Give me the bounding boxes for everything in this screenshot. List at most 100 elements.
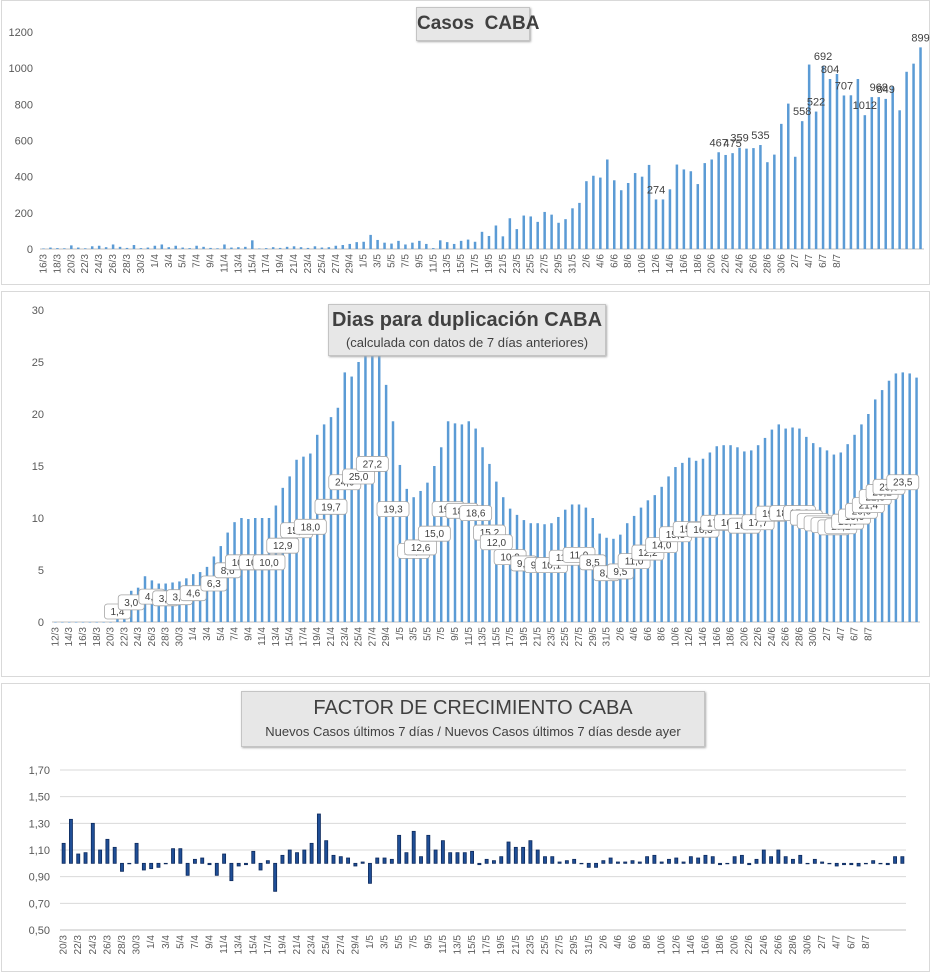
casos-x-tick-label: 28/3	[122, 254, 133, 274]
duplicacion-x-tick-label: 26/3	[147, 627, 158, 647]
duplicacion-data-label-box	[376, 501, 410, 518]
casos-x-tick-label: 14/6	[665, 254, 676, 274]
casos-x-tick-label: 20/3	[66, 254, 77, 274]
duplicacion-bar	[343, 372, 347, 622]
factor-bar	[462, 852, 467, 864]
casos-bar	[223, 244, 226, 249]
factor-x-tick-label: 16/6	[700, 935, 711, 955]
factor-x-tick-label: 20/3	[59, 935, 70, 955]
factor-bar	[455, 852, 460, 864]
casos-x-tick-label: 20/6	[707, 254, 718, 274]
factor-y-tick-label: 1,10	[29, 845, 50, 857]
factor-bar	[404, 852, 409, 864]
duplicacion-data-label: 23,5	[893, 478, 913, 489]
casos-x-tick-label: 21/5	[498, 254, 509, 274]
duplicacion-data-label: 8,5	[586, 558, 600, 569]
duplicacion-chart-title: Dias para duplicación CABA (calculada co…	[328, 304, 606, 356]
duplicacion-bar	[336, 407, 340, 622]
factor-x-tick-label: 23/4	[307, 935, 318, 955]
factor-bar	[681, 861, 686, 864]
factor-x-tick-label: 21/4	[292, 935, 303, 955]
factor-y-tick-label: 1,30	[29, 818, 50, 830]
duplicacion-data-label-box	[179, 585, 207, 602]
duplicacion-bar	[832, 454, 836, 622]
factor-bar	[812, 858, 817, 864]
duplicacion-bar	[350, 376, 353, 622]
casos-bar	[404, 244, 407, 249]
casos-x-tick-label: 15/4	[247, 254, 258, 274]
casos-data-label: 359	[730, 133, 748, 145]
factor-bar	[521, 846, 526, 864]
factor-bar	[324, 840, 329, 864]
factor-bar	[732, 856, 737, 864]
casos-x-tick-label: 18/3	[52, 254, 63, 274]
duplicacion-data-label: 14,0	[652, 541, 672, 552]
factor-x-tick-label: 27/4	[336, 935, 347, 955]
casos-bar	[619, 190, 623, 249]
factor-chart-title: FACTOR DE CRECIMIENTO CABA Nuevos Casos …	[241, 691, 705, 747]
casos-bar	[362, 241, 365, 249]
casos-x-tick-label: 23/5	[512, 254, 523, 274]
duplicacion-data-label: 25,0	[349, 472, 369, 483]
factor-bar	[200, 857, 205, 864]
casos-bar	[780, 123, 783, 249]
factor-bar	[171, 848, 175, 864]
factor-x-tick-label: 8/7	[861, 935, 872, 949]
duplicacion-data-label: 12,6	[411, 543, 431, 554]
duplicacion-x-tick-label: 6/7	[850, 627, 861, 641]
duplicacion-x-tick-label: 21/5	[533, 627, 544, 647]
casos-bar	[787, 103, 790, 249]
factor-x-tick-label: 2/6	[598, 935, 609, 949]
casos-x-tick-label: 4/7	[804, 254, 815, 268]
casos-x-tick-label: 7/4	[192, 254, 203, 268]
casos-bar	[821, 65, 825, 249]
duplicacion-x-tick-label: 24/3	[133, 627, 144, 647]
factor-bar	[710, 856, 715, 864]
factor-bar	[127, 862, 132, 865]
duplicacion-data-label: 21,4	[859, 501, 879, 512]
casos-x-tick-label: 13/5	[442, 254, 453, 274]
casos-bar	[710, 159, 713, 249]
duplicacion-x-tick-label: 20/6	[739, 627, 750, 647]
factor-x-tick-label: 4/6	[613, 935, 624, 949]
casos-x-tick-label: 6/7	[818, 254, 829, 268]
casos-bar	[773, 154, 776, 249]
duplicacion-x-tick-label: 14/6	[698, 627, 709, 647]
factor-bar	[564, 860, 569, 864]
duplicacion-x-tick-label: 24/6	[767, 627, 778, 647]
factor-x-tick-label: 25/5	[540, 935, 551, 955]
duplicacion-data-label: 19,3	[383, 505, 403, 516]
duplicacion-x-tick-label: 28/3	[161, 627, 172, 647]
duplicacion-data-label: 12,2	[638, 548, 658, 559]
casos-x-tick-label: 22/3	[80, 254, 91, 274]
factor-bar	[346, 857, 351, 864]
duplicacion-x-tick-label: 6/6	[643, 627, 654, 641]
factor-bar	[615, 861, 620, 864]
casos-bar	[452, 243, 456, 249]
factor-bar	[83, 852, 88, 864]
factor-bar	[192, 858, 197, 864]
casos-bar	[306, 247, 310, 249]
casos-bar	[480, 231, 484, 249]
factor-bar	[849, 862, 854, 866]
duplicacion-x-tick-label: 12/6	[684, 627, 695, 647]
duplicacion-data-label: 17,7	[748, 518, 768, 529]
casos-x-tick-label: 18/6	[693, 254, 704, 274]
casos-bar	[181, 247, 184, 249]
casos-bar	[731, 153, 734, 249]
casos-bar	[647, 164, 651, 249]
casos-bar	[63, 248, 66, 249]
factor-x-tick-label: 20/6	[730, 935, 741, 955]
casos-bar	[473, 241, 477, 249]
casos-bar	[717, 152, 720, 249]
factor-y-tick-label: 0,50	[29, 925, 50, 937]
factor-x-tick-label: 29/5	[569, 935, 580, 955]
casos-x-tick-label: 21/4	[289, 254, 300, 274]
casos-x-tick-label: 13/4	[233, 254, 244, 274]
factor-bar	[623, 861, 628, 864]
factor-bar	[69, 818, 73, 864]
casos-x-tick-label: 26/3	[108, 254, 119, 274]
casos-x-tick-label: 26/6	[748, 254, 759, 274]
casos-data-label: 767	[918, 1, 931, 4]
duplicacion-y-tick-label: 20	[32, 409, 44, 421]
